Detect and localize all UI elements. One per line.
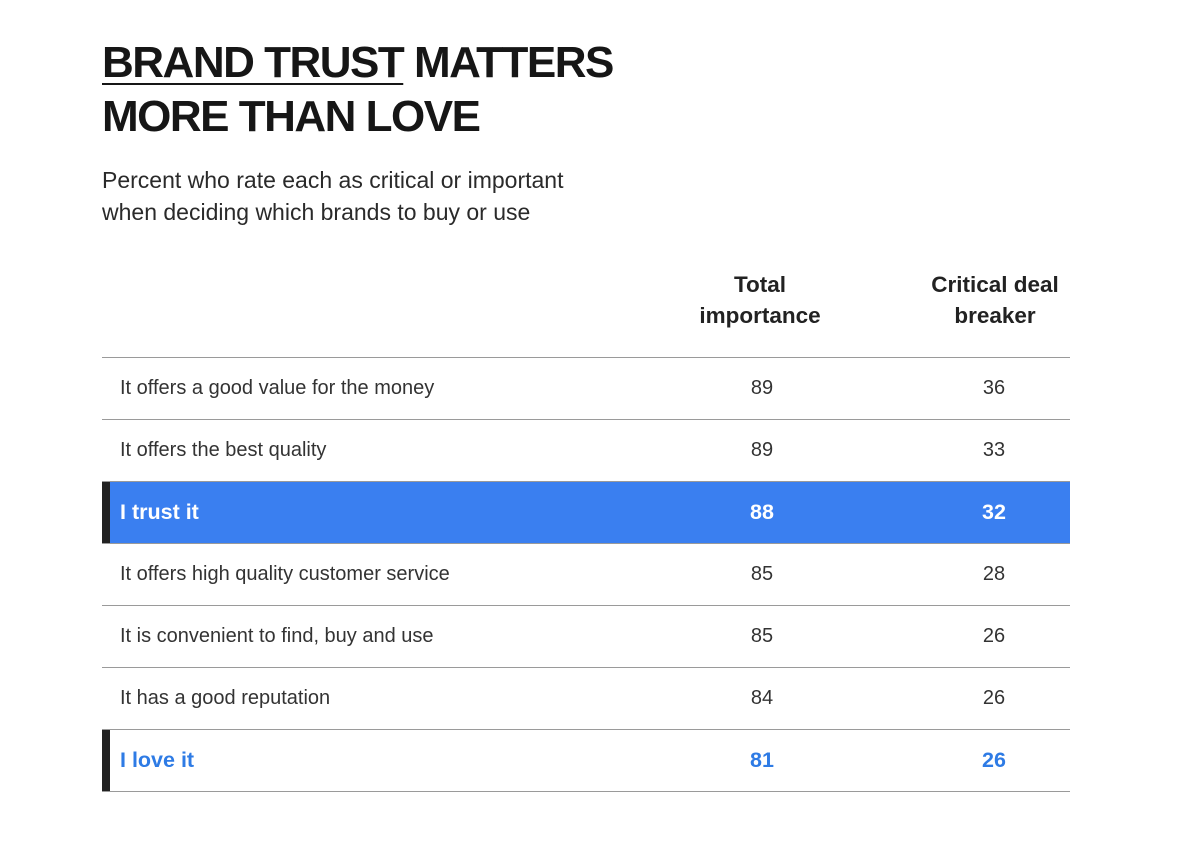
table-row: It offers a good value for the money 89 36	[102, 358, 1070, 420]
row-label: I love it	[120, 748, 195, 772]
column-header-total-importance: Total importance	[660, 269, 860, 331]
chart-title-underlined-phrase: BRAND TRUST	[102, 38, 405, 87]
total-importance-value: 84	[750, 687, 774, 709]
critical-deal-breaker-value: 26	[982, 625, 1006, 647]
chart-subtitle-line-1: Percent who rate each as critical or imp…	[102, 167, 564, 193]
critical-deal-breaker-value: 32	[982, 500, 1006, 524]
column-header-total-importance-line-1: Total	[733, 272, 787, 297]
chart-title-line-1-rest: MATTERS	[403, 38, 614, 87]
table-row: I trust it 88 32	[102, 482, 1070, 544]
critical-deal-breaker-value: 28	[982, 563, 1006, 585]
total-importance-value: 81	[750, 748, 774, 772]
row-label: It offers high quality customer service	[120, 563, 450, 585]
chart-title: BRAND TRUST MATTERS MORE THAN LOVE	[102, 36, 614, 144]
chart-subtitle-line-2: when deciding which brands to buy or use	[102, 199, 531, 225]
row-label: It is convenient to find, buy and use	[120, 625, 434, 647]
table-row: I love it 81 26	[102, 730, 1070, 792]
total-importance-value: 89	[750, 439, 774, 461]
critical-deal-breaker-value: 26	[982, 687, 1006, 709]
row-highlight-marker	[102, 482, 110, 543]
chart-title-line-2: MORE THAN LOVE	[102, 92, 481, 141]
column-header-total-importance-line-2: importance	[699, 303, 821, 328]
critical-deal-breaker-value: 26	[982, 748, 1006, 772]
row-highlight-marker	[102, 730, 110, 791]
critical-deal-breaker-value: 36	[982, 377, 1006, 399]
row-label: It offers the best quality	[120, 439, 327, 461]
total-importance-value: 85	[750, 563, 774, 585]
table-row: It offers the best quality 89 33	[102, 420, 1070, 482]
critical-deal-breaker-value: 33	[982, 439, 1006, 461]
row-label: I trust it	[120, 500, 199, 524]
chart-subtitle: Percent who rate each as critical or imp…	[102, 164, 563, 228]
row-label: It has a good reputation	[120, 687, 331, 709]
chart-title-line-1: BRAND TRUST MATTERS	[102, 36, 614, 90]
table-row: It has a good reputation 84 26	[102, 668, 1070, 730]
table-row: It is convenient to find, buy and use 85 2…	[102, 606, 1070, 668]
total-importance-value: 88	[750, 500, 774, 524]
data-table: It offers a good value for the money 89 36…	[102, 357, 1070, 792]
column-header-critical-deal-breaker-line-1: Critical deal	[931, 272, 1059, 297]
row-label: It offers a good value for the money	[120, 377, 435, 399]
column-header-critical-deal-breaker: Critical deal breaker	[895, 269, 1095, 331]
total-importance-value: 89	[750, 377, 774, 399]
table-row: It offers high quality customer service 8…	[102, 544, 1070, 606]
total-importance-value: 85	[750, 625, 774, 647]
column-header-critical-deal-breaker-line-2: breaker	[954, 303, 1036, 328]
